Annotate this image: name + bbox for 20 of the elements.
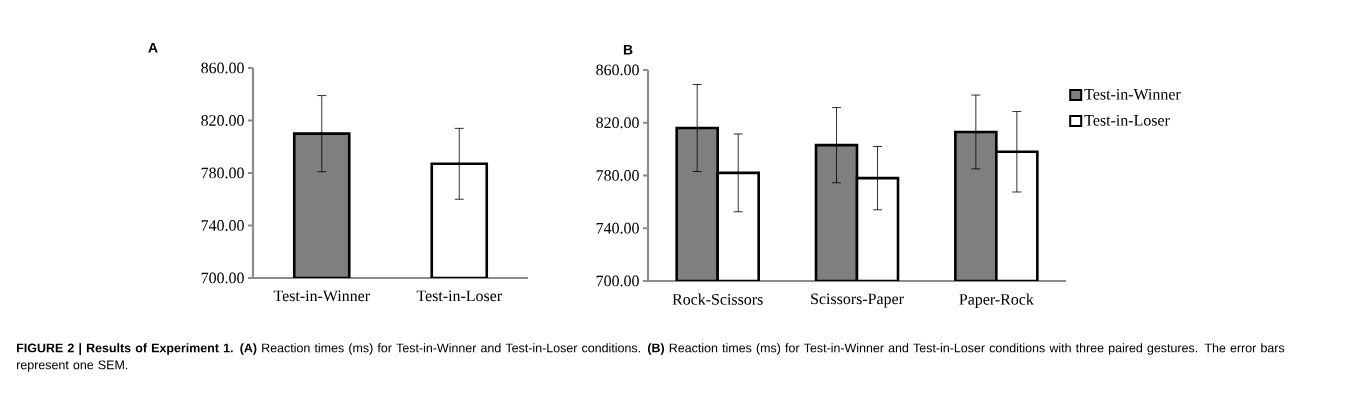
x-tick-label: Rock-Scissors bbox=[672, 293, 763, 305]
y-tick-label: 780.00 bbox=[596, 170, 639, 181]
y-tick-label: 700.00 bbox=[596, 275, 639, 287]
legend-label: Test-in-Winner bbox=[1084, 88, 1181, 100]
chart-title: A bbox=[148, 42, 158, 53]
y-tick-label: 740.00 bbox=[201, 220, 244, 231]
y-tick-label: 740.00 bbox=[596, 222, 639, 234]
y-tick-label: 820.00 bbox=[201, 115, 244, 126]
x-tick-label: Scissors-Paper bbox=[811, 293, 904, 308]
text: Test-in-Loser bbox=[1084, 114, 1170, 126]
x-tick-label: Paper-Rock bbox=[959, 293, 1034, 308]
y-tick-label: 700.00 bbox=[201, 272, 244, 284]
x-tick-label: Test-in-Loser bbox=[416, 290, 502, 302]
chart-title: B bbox=[623, 44, 633, 55]
y-tick-label: 860.00 bbox=[596, 64, 639, 76]
y-tick-label: 820.00 bbox=[596, 117, 639, 129]
y-tick-label: 860.00 bbox=[201, 62, 244, 74]
text: FIGURE 2 | Results of Experiment 1. (A) Reaction times (ms) for Test-in-Winner and Test-in-Loser conditions. (B) Reaction times (ms) for Test-in-Winner and Test-in-Loser conditions with three paired gestures. The error bars represent one SEM. bbox=[17, 343, 1285, 372]
x-tick-label: Test-in-Winner bbox=[273, 290, 370, 302]
y-tick-label: 780.00 bbox=[201, 167, 244, 179]
